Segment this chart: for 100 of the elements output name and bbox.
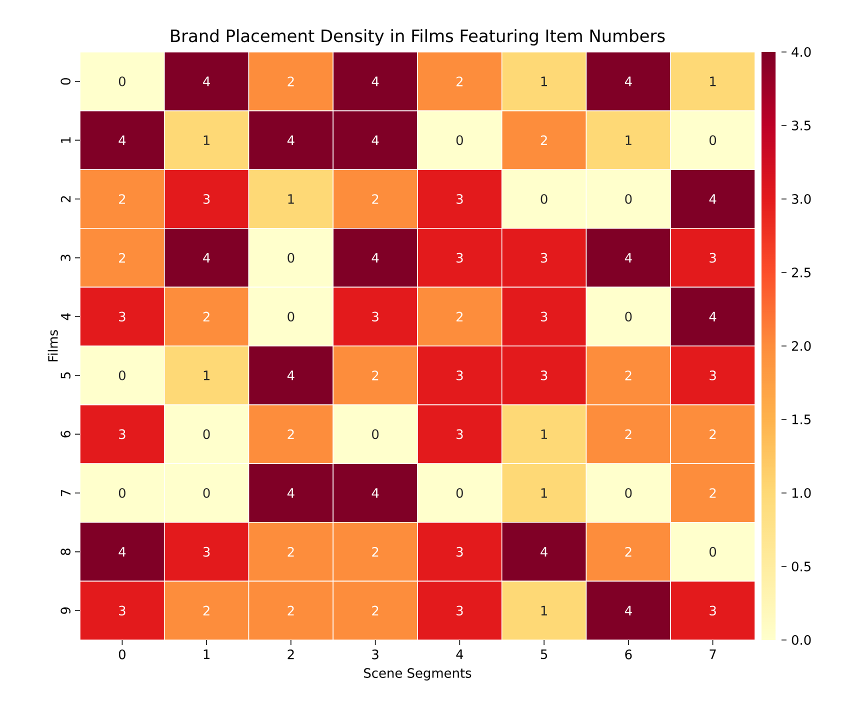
- data-label: 0: [118, 488, 126, 498]
- data-label: 2: [372, 370, 378, 380]
- data-label: 0: [710, 546, 716, 557]
- x-tick-label: 6: [625, 650, 632, 660]
- data-label: 4: [203, 76, 210, 86]
- color-bar-label: 3.5: [792, 120, 810, 130]
- data-label: 4: [287, 370, 294, 380]
- data-label: 4: [372, 76, 379, 86]
- data-label: 2: [625, 547, 632, 557]
- data-label: 3: [203, 546, 210, 557]
- data-label: 0: [540, 194, 548, 204]
- data-label: 4: [624, 253, 632, 263]
- data-label: 0: [118, 76, 126, 86]
- y-axis-title: Films: [48, 330, 58, 362]
- data-label: 3: [456, 606, 463, 616]
- data-label: 3: [456, 252, 463, 263]
- data-label: 1: [204, 370, 210, 380]
- data-label: 2: [456, 312, 463, 322]
- data-label: 2: [288, 76, 294, 86]
- data-label: 3: [710, 252, 716, 263]
- data-label: 3: [372, 312, 378, 322]
- color-bar-label: 4.0: [792, 47, 811, 57]
- data-label: 4: [709, 312, 716, 322]
- data-label: 1: [626, 135, 632, 145]
- y-tick-label: 5: [60, 372, 70, 379]
- data-label: 2: [372, 606, 378, 616]
- data-label: 3: [456, 429, 463, 440]
- data-label: 3: [119, 606, 126, 616]
- y-tick-label: 0: [60, 78, 70, 85]
- data-label: 3: [119, 312, 126, 322]
- x-tick-label: 2: [288, 650, 294, 660]
- data-label: 4: [118, 547, 126, 557]
- data-label: 4: [372, 488, 379, 498]
- data-label: 4: [372, 253, 379, 263]
- data-label: 2: [203, 606, 210, 616]
- y-tick-label: 9: [60, 607, 70, 614]
- data-label: 0: [288, 252, 294, 263]
- data-label: 2: [710, 488, 716, 498]
- y-tick-label: 2: [60, 196, 70, 202]
- data-label: 2: [372, 194, 378, 204]
- data-label: 0: [203, 429, 210, 440]
- data-label: 3: [540, 252, 548, 263]
- color-bar-label: 3.0: [792, 194, 811, 204]
- data-label: 2: [288, 606, 294, 616]
- data-label: 2: [625, 429, 632, 440]
- data-label: 1: [541, 429, 547, 439]
- data-label: 2: [288, 429, 294, 440]
- y-tick-label: 8: [60, 548, 70, 556]
- data-label: 0: [710, 135, 716, 146]
- data-label: 4: [540, 547, 548, 557]
- data-label: 3: [203, 194, 210, 204]
- data-label: 2: [372, 547, 378, 557]
- color-bar-label: 0.5: [792, 562, 810, 572]
- data-label: 0: [372, 429, 379, 440]
- y-tick-label: 6: [60, 430, 70, 438]
- data-label: 1: [541, 76, 547, 86]
- data-label: 2: [540, 135, 547, 146]
- data-label: 1: [204, 135, 210, 145]
- data-label: 3: [456, 546, 463, 557]
- data-label: 4: [287, 488, 294, 498]
- x-tick-label: 3: [372, 650, 378, 660]
- data-label: 3: [456, 194, 463, 204]
- data-label: 4: [118, 135, 126, 145]
- data-label: 0: [625, 312, 632, 322]
- x-tick-label: 5: [540, 650, 548, 660]
- data-label: 1: [541, 606, 547, 616]
- data-label: 1: [710, 76, 716, 86]
- data-label: 3: [456, 370, 463, 380]
- data-label: 2: [119, 194, 126, 204]
- color-bar-label: 1.0: [792, 488, 811, 498]
- data-label: 2: [119, 252, 126, 263]
- data-label: 4: [709, 194, 716, 204]
- data-label: 0: [203, 488, 210, 498]
- data-label: 2: [625, 370, 632, 380]
- data-label: 0: [288, 312, 294, 322]
- color-bar-label: 2.5: [792, 268, 810, 278]
- chart-title: Brand Placement Density in Films Featuring Item Numbers: [171, 29, 665, 46]
- data-label: 4: [372, 135, 379, 145]
- data-label: 3: [119, 429, 126, 440]
- data-label: 2: [456, 76, 463, 86]
- x-axis-title: Scene Segments: [364, 668, 472, 680]
- data-label: 0: [456, 135, 463, 146]
- data-label: 4: [624, 606, 632, 616]
- y-tick-label: 3: [60, 254, 70, 261]
- data-label: 3: [540, 370, 548, 380]
- data-label: 4: [203, 253, 210, 263]
- data-label: 3: [710, 606, 716, 616]
- data-label: 1: [288, 194, 294, 204]
- x-tick-label: 1: [204, 650, 210, 659]
- y-tick-label: 7: [61, 490, 70, 496]
- y-tick-label: 1: [61, 137, 70, 143]
- data-label: 2: [203, 312, 210, 322]
- data-label: 0: [625, 194, 632, 204]
- data-label: 1: [541, 488, 547, 498]
- data-label: 0: [625, 488, 632, 498]
- x-tick-label: 7: [710, 650, 716, 659]
- data-label: 3: [710, 370, 716, 380]
- data-label: 0: [456, 488, 463, 498]
- color-bar-label: 2.0: [792, 341, 811, 351]
- y-tick-label: 4: [61, 313, 70, 320]
